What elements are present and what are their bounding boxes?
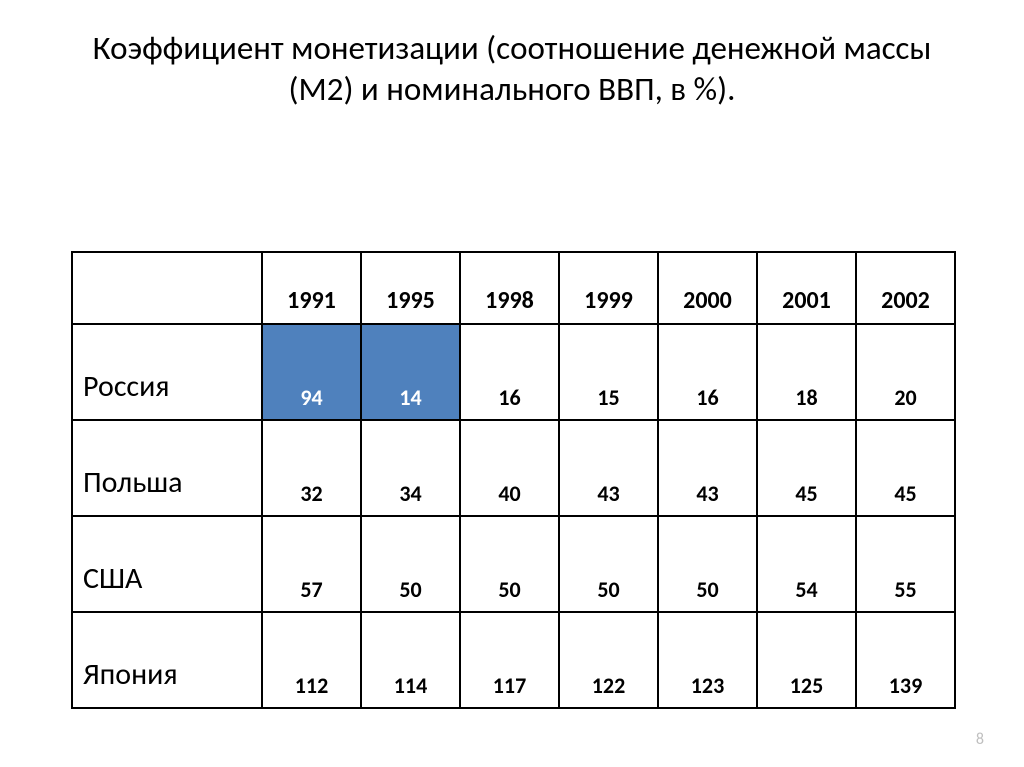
cell: 50 [559,516,658,612]
header-year: 1998 [460,252,559,324]
row-label: Япония [72,612,262,708]
cell: 57 [262,516,361,612]
header-year: 1991 [262,252,361,324]
cell: 114 [361,612,460,708]
cell: 18 [757,324,856,420]
cell: 50 [460,516,559,612]
cell: 20 [856,324,955,420]
table-row: США 57 50 50 50 50 54 55 [72,516,955,612]
cell: 15 [559,324,658,420]
row-label: Польша [72,420,262,516]
table-row: Россия 94 14 16 15 16 18 20 [72,324,955,420]
cell: 123 [658,612,757,708]
page-number: 8 [976,730,984,749]
cell: 34 [361,420,460,516]
monetization-table: 1991 1995 1998 1999 2000 2001 2002 Росси… [71,251,956,709]
table-row: Япония 112 114 117 122 123 125 139 [72,612,955,708]
slide-title: Коэффициент монетизации (соотношение ден… [0,0,1024,111]
table-header-row: 1991 1995 1998 1999 2000 2001 2002 [72,252,955,324]
cell: 14 [361,324,460,420]
header-year: 1995 [361,252,460,324]
header-year: 1999 [559,252,658,324]
header-year: 2000 [658,252,757,324]
cell: 45 [856,420,955,516]
cell: 139 [856,612,955,708]
cell: 55 [856,516,955,612]
cell: 32 [262,420,361,516]
cell: 16 [658,324,757,420]
header-year: 2002 [856,252,955,324]
cell: 45 [757,420,856,516]
cell: 50 [361,516,460,612]
cell: 117 [460,612,559,708]
row-label: Россия [72,324,262,420]
cell: 122 [559,612,658,708]
cell: 94 [262,324,361,420]
table-row: Польша 32 34 40 43 43 45 45 [72,420,955,516]
cell: 50 [658,516,757,612]
slide: Коэффициент монетизации (соотношение ден… [0,0,1024,767]
cell: 43 [658,420,757,516]
cell: 125 [757,612,856,708]
row-label: США [72,516,262,612]
cell: 16 [460,324,559,420]
header-blank [72,252,262,324]
header-year: 2001 [757,252,856,324]
cell: 40 [460,420,559,516]
monetization-table-wrap: 1991 1995 1998 1999 2000 2001 2002 Росси… [71,251,954,709]
cell: 112 [262,612,361,708]
cell: 54 [757,516,856,612]
cell: 43 [559,420,658,516]
